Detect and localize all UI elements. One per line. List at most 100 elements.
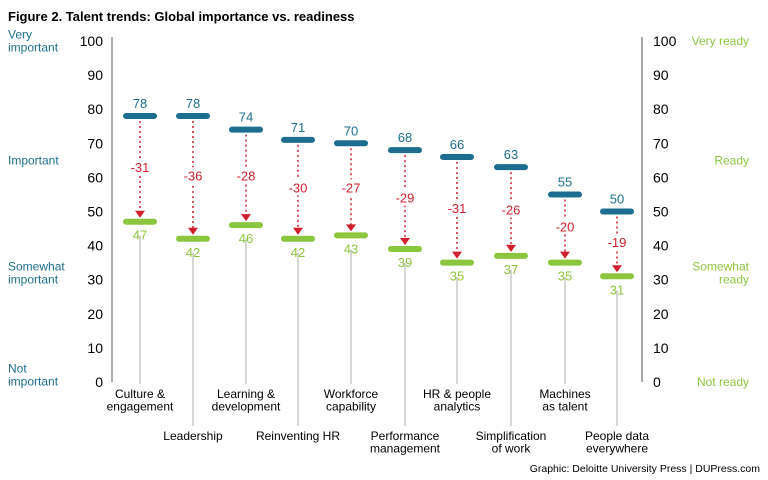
source-credit: Graphic: Deloitte University Press | DUP… <box>530 463 761 475</box>
readiness-bar-5 <box>388 246 422 253</box>
chart-marks: -31 78 47 Culture &engagement -36 78 42 Leaders… <box>107 96 650 455</box>
importance-label-2: 74 <box>239 110 253 125</box>
readiness-bar-8 <box>548 259 582 266</box>
y-tick-left-40: 40 <box>87 238 103 254</box>
gap-label-5: -29 <box>396 191 415 206</box>
left-axis-word-2-1: important <box>8 272 59 286</box>
category-label-9-0: People data <box>585 429 649 443</box>
gap-label-9: -19 <box>608 235 627 250</box>
y-tick-right-40: 40 <box>653 238 669 254</box>
left-axis-word-3-1: important <box>8 375 59 389</box>
y-tick-left-10: 10 <box>87 340 103 356</box>
y-tick-right-80: 80 <box>653 101 669 117</box>
y-tick-right-30: 30 <box>653 272 669 288</box>
readiness-label-6: 35 <box>450 269 464 284</box>
y-tick-left-100: 100 <box>80 33 104 49</box>
gap-label-bg-6 <box>444 199 470 216</box>
y-tick-left-30: 30 <box>87 272 103 288</box>
gap-arrow-4 <box>346 224 356 232</box>
gap-label-bg-5 <box>392 189 418 206</box>
y-tick-left-90: 90 <box>87 67 103 83</box>
gap-label-bg-7 <box>498 201 524 218</box>
y-tick-right-60: 60 <box>653 169 669 185</box>
category-label-7-0: Simplification <box>476 429 547 443</box>
importance-label-7: 63 <box>504 147 518 162</box>
importance-label-5: 68 <box>398 130 412 145</box>
importance-label-1: 78 <box>186 96 200 111</box>
category-label-2-1: development <box>212 400 281 414</box>
readiness-label-2: 46 <box>239 231 253 246</box>
category-label-5-0: Performance <box>371 429 440 443</box>
y-tick-right-50: 50 <box>653 204 669 220</box>
left-axis-word-2-0: Somewhat <box>8 259 65 273</box>
gap-label-0: -31 <box>131 160 150 175</box>
readiness-bar-6 <box>440 259 474 266</box>
importance-bar-7 <box>494 164 528 171</box>
category-label-2-0: Learning & <box>217 387 275 401</box>
y-tick-right-100: 100 <box>653 33 677 49</box>
importance-bar-6 <box>440 153 474 160</box>
readiness-label-0: 47 <box>133 228 147 243</box>
gap-arrow-0 <box>135 210 145 218</box>
left-axis-word-0-1: important <box>8 41 59 55</box>
right-axis-word-2-0: Somewhat <box>692 259 749 273</box>
importance-bar-4 <box>334 140 368 147</box>
category-label-4-0: Workforce <box>324 387 379 401</box>
importance-label-0: 78 <box>133 96 147 111</box>
gap-arrow-9 <box>612 265 622 273</box>
y-tick-left-50: 50 <box>87 204 103 220</box>
y-tick-right-90: 90 <box>653 67 669 83</box>
right-axis-word-0-0: Very ready <box>692 34 749 48</box>
chart-axes: 0 0 10 10 20 20 30 30 40 40 50 50 60 60 70 70 80 80 90 90 10… <box>8 28 750 391</box>
gap-label-bg-4 <box>338 179 364 196</box>
category-label-4-1: capability <box>326 400 376 414</box>
readiness-label-3: 42 <box>291 245 305 260</box>
readiness-bar-9 <box>600 273 634 280</box>
y-tick-left-80: 80 <box>87 101 103 117</box>
importance-bar-9 <box>600 208 634 215</box>
gap-label-bg-9 <box>604 233 630 250</box>
readiness-bar-7 <box>494 252 528 259</box>
category-label-6-1: analytics <box>434 400 481 414</box>
readiness-label-4: 43 <box>344 241 358 256</box>
readiness-label-8: 35 <box>558 269 572 284</box>
category-label-8-0: Machines <box>539 387 590 401</box>
y-tick-right-70: 70 <box>653 135 669 151</box>
right-axis-word-3-0: Not ready <box>697 375 749 389</box>
importance-bar-5 <box>388 147 422 154</box>
readiness-bar-2 <box>229 222 263 229</box>
importance-label-4: 70 <box>344 123 358 138</box>
importance-label-8: 55 <box>558 174 572 189</box>
gap-label-2: -28 <box>237 168 256 183</box>
gap-label-6: -31 <box>448 201 467 216</box>
y-tick-left-20: 20 <box>87 306 103 322</box>
category-label-9-1: everywhere <box>586 442 648 456</box>
importance-label-3: 71 <box>291 120 305 135</box>
y-tick-right-20: 20 <box>653 306 669 322</box>
chart-title: Figure 2. Talent trends: Global importan… <box>8 9 355 24</box>
gap-arrow-7 <box>506 244 516 252</box>
gap-label-bg-8 <box>552 218 578 235</box>
readiness-label-1: 42 <box>186 245 200 260</box>
left-axis-word-0-0: Very <box>8 28 32 42</box>
gap-label-3: -30 <box>289 180 308 195</box>
importance-bar-3 <box>281 136 315 143</box>
gap-arrow-6 <box>452 251 462 259</box>
importance-bar-8 <box>548 191 582 198</box>
gap-label-bg-2 <box>233 167 259 184</box>
category-label-0-1: engagement <box>107 400 174 414</box>
gap-label-bg-3 <box>285 179 311 196</box>
gap-label-7: -26 <box>502 203 521 218</box>
category-label-6-0: HR & people <box>423 387 491 401</box>
gap-arrow-2 <box>241 214 251 222</box>
gap-label-8: -20 <box>556 220 575 235</box>
readiness-bar-1 <box>176 235 210 242</box>
importance-bar-0 <box>123 113 157 120</box>
importance-label-9: 50 <box>610 192 624 207</box>
importance-bar-1 <box>176 113 210 120</box>
gap-label-bg-0 <box>127 158 153 175</box>
readiness-label-5: 39 <box>398 255 412 270</box>
readiness-bar-0 <box>123 218 157 225</box>
readiness-bar-3 <box>281 235 315 242</box>
